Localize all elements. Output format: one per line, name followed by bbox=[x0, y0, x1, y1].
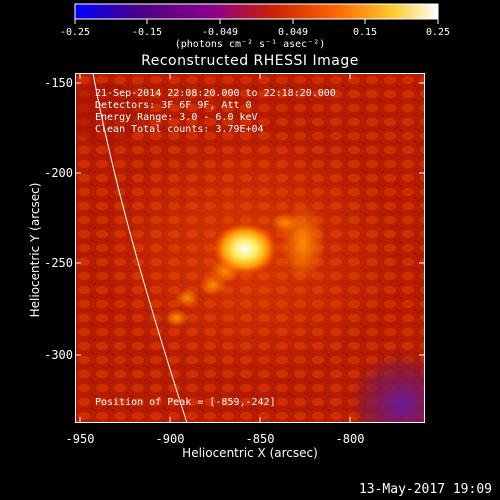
colorbar bbox=[74, 3, 439, 24]
colorbar-tick: 0.25 bbox=[425, 27, 451, 38]
x-axis-label: Heliocentric X (arcsec) bbox=[182, 446, 318, 460]
colorbar-tick: -0.15 bbox=[131, 27, 163, 38]
plot-title: Reconstructed RHESSI Image bbox=[141, 53, 359, 69]
colorbar-tick: 0.049 bbox=[277, 27, 309, 38]
info-detectors: Detectors: 3F 6F 9F, Att 0 bbox=[95, 100, 252, 111]
y-tick-label: -300 bbox=[44, 348, 73, 362]
x-tick-label: -900 bbox=[155, 432, 185, 446]
colorbar-unit-label: (photons cm⁻² s⁻¹ asec⁻²) bbox=[174, 39, 326, 50]
info-time-range: 21-Sep-2014 22:08:20.000 to 22:18:20.000 bbox=[95, 88, 336, 99]
y-tick-label: -200 bbox=[44, 166, 73, 180]
y-tick-label: -250 bbox=[44, 256, 73, 270]
timestamp: 13-May-2017 19:09 bbox=[358, 482, 492, 497]
x-tick-label: -950 bbox=[65, 432, 95, 446]
info-clean-counts: Clean Total counts: 3.79E+04 bbox=[95, 124, 264, 135]
x-tick-label: -800 bbox=[335, 432, 365, 446]
x-tick-label: -850 bbox=[245, 432, 275, 446]
rhessi-image bbox=[75, 73, 425, 423]
info-energy-range: Energy Range: 3.0 - 6.0 keV bbox=[95, 112, 258, 123]
info-peak-position: Position of Peak = [-859,-242] bbox=[95, 397, 276, 408]
y-tick-label: -150 bbox=[44, 76, 73, 90]
colorbar-tick: -0.049 bbox=[201, 27, 239, 38]
colorbar-tick: 0.15 bbox=[352, 27, 378, 38]
colorbar-tick: -0.25 bbox=[59, 27, 91, 38]
y-axis-label: Heliocentric Y (arcsec) bbox=[28, 182, 42, 318]
